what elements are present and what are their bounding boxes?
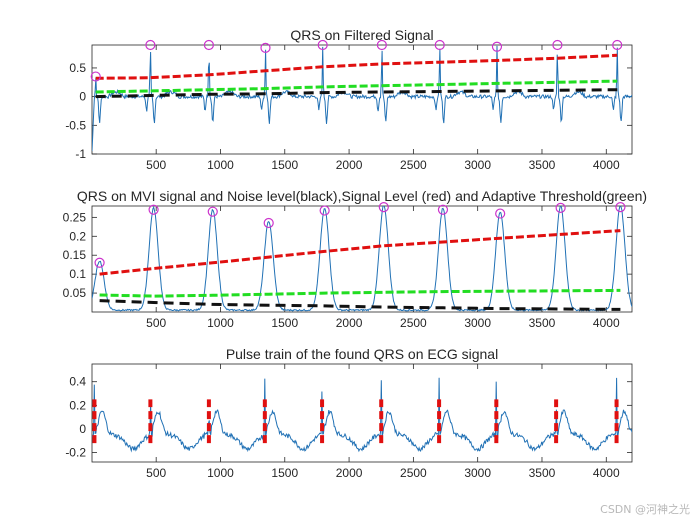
qrs-peak-marker xyxy=(552,39,563,51)
qrs-peak-marker xyxy=(555,202,566,213)
y-tick-label: 0.5 xyxy=(69,61,86,75)
plot-area xyxy=(92,377,632,453)
noise-level-line xyxy=(99,299,621,311)
y-tick-label: 0 xyxy=(79,90,86,104)
plot-area xyxy=(92,206,632,312)
y-tick-label: -0.5 xyxy=(65,118,86,132)
y-tick-label: -1 xyxy=(75,147,86,161)
subplot-1: QRS on Filtered Signal 500 1000 1500 2000 250… xyxy=(65,27,633,172)
x-tick-label: 1000 xyxy=(207,466,234,480)
qrs-peak-marker xyxy=(615,202,626,213)
y-tick-label: 0.4 xyxy=(69,375,86,389)
qrs-peak-marker xyxy=(148,204,159,215)
x-tick-label: 4000 xyxy=(593,316,620,330)
x-tick-label: 1500 xyxy=(271,158,298,172)
y-tick-label: 0.1 xyxy=(69,267,86,281)
qrs-peak-marker xyxy=(491,41,503,52)
y-tick-label: -0.2 xyxy=(65,446,86,460)
x-tick-label: 2500 xyxy=(400,466,427,480)
signal-level-line xyxy=(99,229,621,276)
x-tick-label: 3000 xyxy=(464,158,491,172)
plot-area xyxy=(92,45,632,152)
x-tick-label: 2000 xyxy=(336,466,363,480)
qrs-peak-marker xyxy=(319,205,330,216)
y-tick-label: 0.2 xyxy=(69,229,86,243)
qrs-peak-marker xyxy=(612,39,623,51)
subplot-3: Pulse train of the found QRS on ECG sign… xyxy=(65,346,633,480)
x-tick-label: 1500 xyxy=(271,466,298,480)
x-tick-label: 3000 xyxy=(464,466,491,480)
adaptive-threshold-line xyxy=(95,79,618,94)
x-tick-label: 1000 xyxy=(207,158,234,172)
adaptive-threshold-line xyxy=(99,288,621,298)
y-tick-label: 0.15 xyxy=(63,248,87,262)
qrs-peak-marker xyxy=(145,39,156,51)
qrs-peak-marker xyxy=(94,257,105,268)
x-tick-label: 1000 xyxy=(207,316,234,330)
x-tick-label: 2000 xyxy=(336,316,363,330)
y-tick-label: 0.05 xyxy=(63,286,87,300)
x-tick-label: 2500 xyxy=(400,158,427,172)
qrs-peak-marker xyxy=(203,39,214,51)
qrs-peak-marker xyxy=(317,39,328,51)
watermark-text: CSDN @河神之光 xyxy=(600,503,690,516)
x-tick-label: 4000 xyxy=(593,466,620,480)
x-tick-label: 500 xyxy=(146,466,166,480)
x-tick-label: 2500 xyxy=(400,316,427,330)
x-tick-label: 3500 xyxy=(529,466,556,480)
signal-level-line xyxy=(95,53,618,80)
plot-title: Pulse train of the found QRS on ECG sign… xyxy=(226,346,498,362)
qrs-peak-marker xyxy=(434,39,445,51)
plot-title: QRS on Filtered Signal xyxy=(290,27,433,43)
x-tick-label: 500 xyxy=(146,158,166,172)
x-tick-label: 500 xyxy=(146,316,166,330)
noise-level-line xyxy=(95,88,618,99)
x-tick-label: 3500 xyxy=(529,316,556,330)
x-tick-label: 1500 xyxy=(271,316,298,330)
qrs-peak-marker xyxy=(263,217,274,229)
axes-box xyxy=(91,44,633,155)
qrs-peak-marker xyxy=(90,71,101,82)
x-tick-label: 4000 xyxy=(593,158,620,172)
ecg-trace xyxy=(92,377,632,453)
axes-box xyxy=(91,363,633,463)
ecg-trace xyxy=(92,206,632,312)
x-tick-label: 3000 xyxy=(464,316,491,330)
qrs-peak-marker xyxy=(495,208,506,219)
qrs-peak-marker xyxy=(207,206,218,217)
x-tick-label: 2000 xyxy=(336,158,363,172)
plot-title: QRS on MVI signal and Noise level(black)… xyxy=(77,188,647,204)
y-tick-label: 0.2 xyxy=(69,398,86,412)
x-tick-label: 3500 xyxy=(529,158,556,172)
qrs-peak-marker xyxy=(376,39,387,51)
qrs-peak-marker xyxy=(260,42,271,53)
subplot-2: QRS on MVI signal and Noise level(black)… xyxy=(63,188,647,330)
qrs-peak-marker xyxy=(437,204,449,215)
y-tick-label: 0 xyxy=(79,422,86,436)
y-tick-label: 0.25 xyxy=(63,210,87,224)
qrs-peak-marker xyxy=(378,202,389,213)
